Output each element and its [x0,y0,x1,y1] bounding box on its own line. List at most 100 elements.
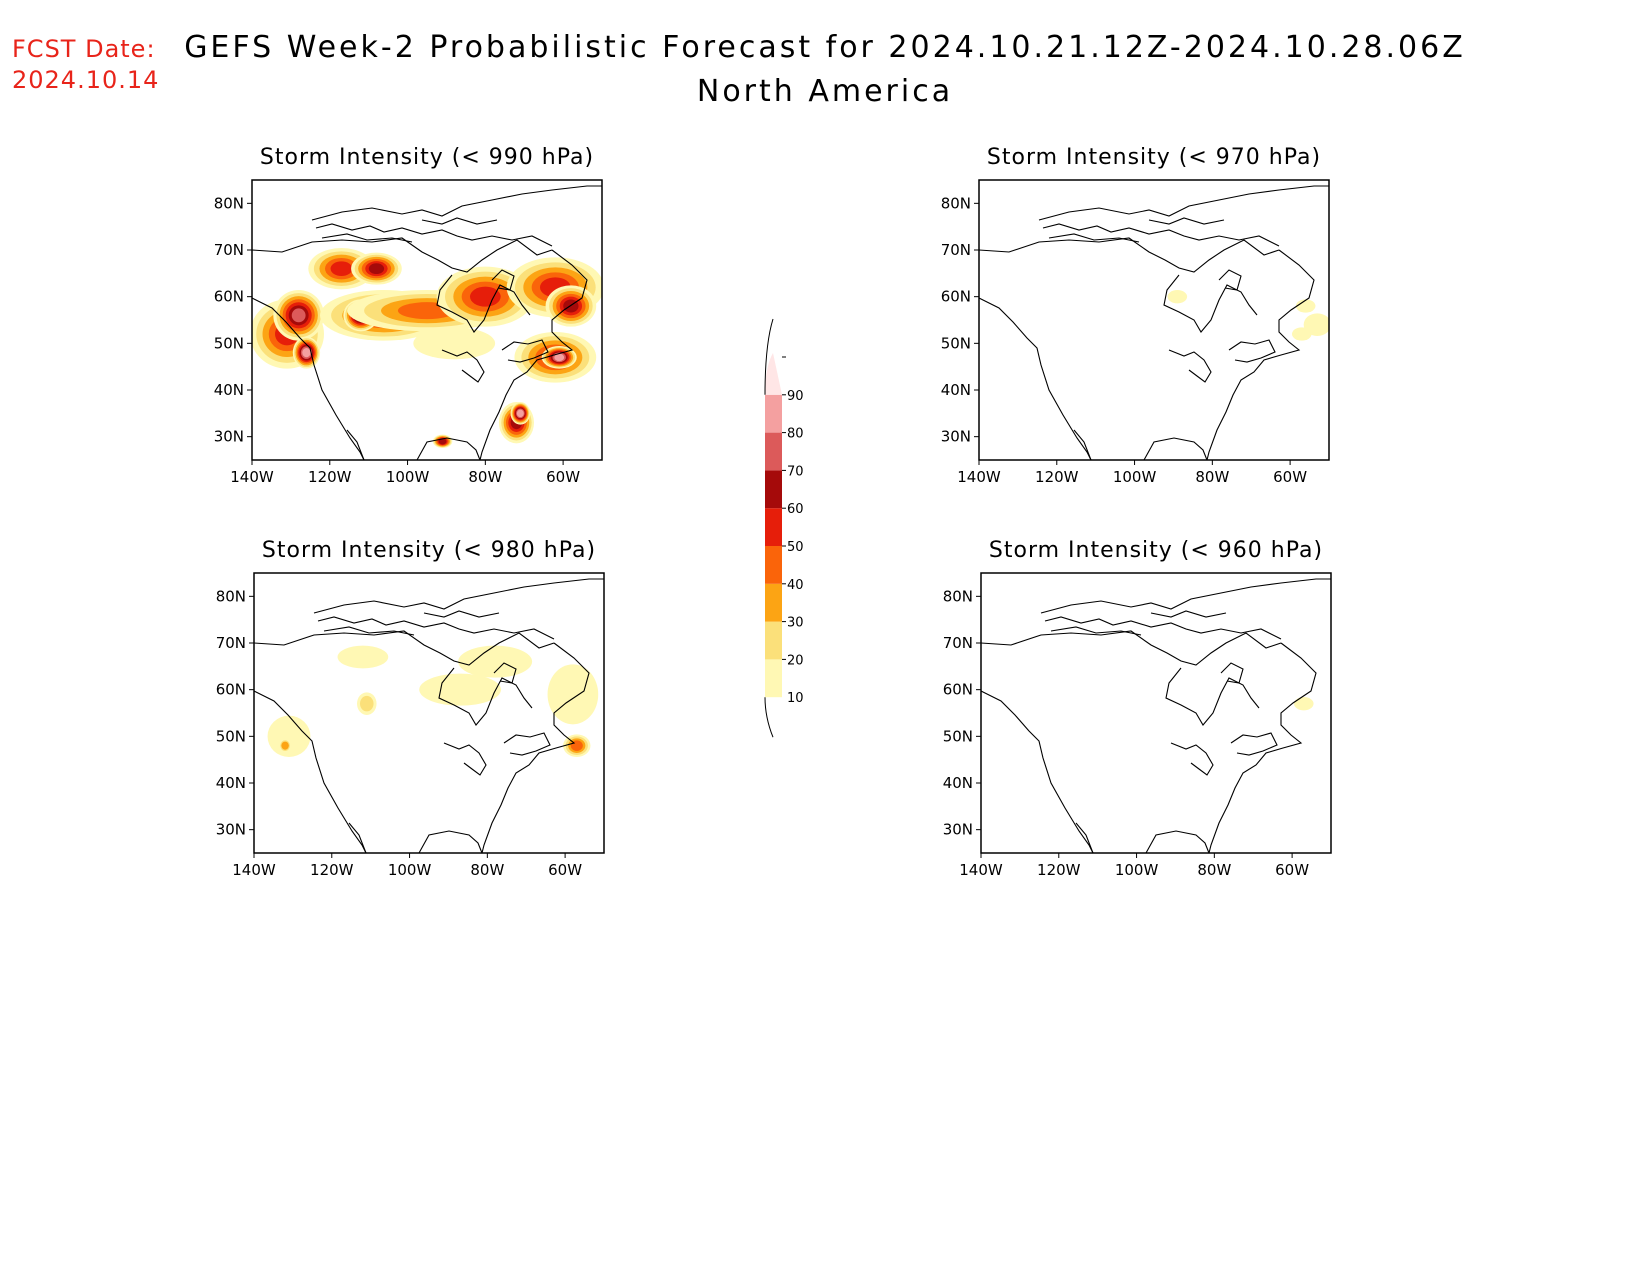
lat-tick-label: 30N [943,821,973,839]
map-svg: Storm Intensity (< 990 hPa) 30N 40N 50N 60N 7… [214,145,603,486]
lat-tick-label: 30N [941,428,971,446]
lat-tick-label: 50N [941,334,971,352]
lon-tick-label: 60W [548,861,582,879]
lon-tick-label: 120W [310,861,354,879]
panel-title: Storm Intensity (< 990 hPa) [260,145,594,170]
probability-contour [1303,313,1329,336]
coastline [1206,249,1315,461]
coastline [253,690,367,854]
probability-contour [267,715,311,757]
probability-contour [458,645,533,678]
probability-field [252,248,602,449]
coastline [980,630,1282,666]
coastline [315,223,553,247]
probability-contour [1295,299,1316,313]
lat-tick-label: 80N [214,194,244,212]
colorbar-label: 40 [787,578,804,593]
probability-contour [291,308,306,323]
lon-tick-label: 140W [230,468,274,486]
coastline [416,437,481,461]
colorbar-swatch [765,394,782,433]
probability-contour [337,645,389,669]
lat-tick-label: 70N [943,634,973,652]
panel-970: Storm Intensity (< 970 hPa) 30N 40N 50N 60N 7… [927,140,1347,500]
coastline [493,662,517,684]
coastlines [978,185,1329,461]
lon-tick-label: 60W [546,468,580,486]
coastline [311,185,602,221]
coastline [1050,626,1142,636]
colorbar-swatch [765,659,782,698]
lon-tick-label: 100W [1113,468,1157,486]
coastline [1163,274,1258,333]
colorbar-outline [764,318,774,395]
lat-tick-label: 70N [214,241,244,259]
colorbar-label: 30 [787,616,804,631]
probability-contour [516,409,524,418]
lon-tick-label: 80W [470,861,504,879]
colorbar-swatch [765,546,782,584]
lon-tick-label: 80W [468,468,502,486]
lat-tick-label: 80N [943,587,973,605]
probability-contour [368,263,385,275]
coastlines [253,578,604,854]
map-svg: Storm Intensity (< 960 hPa) 30N 40N 50N 60N 7… [943,538,1332,879]
lat-tick-label: 70N [941,241,971,259]
coastline [1228,339,1276,363]
coastline [313,578,604,614]
coastline [1148,217,1225,225]
lat-tick-label: 50N [214,334,244,352]
lon-tick-label: 120W [308,468,352,486]
probability-contour [547,664,599,725]
coastline [1040,578,1331,614]
region-subtitle: North America [696,74,954,109]
probability-field [1167,290,1329,341]
forecast-date-value: 2024.10.14 [12,66,160,94]
lat-tick-label: 60N [216,681,246,699]
coastline [1143,437,1208,461]
lon-tick-label: 60W [1275,861,1309,879]
probability-field [267,645,599,757]
map-frame [980,572,1332,854]
lat-tick-label: 40N [943,774,973,792]
lat-tick-label: 50N [943,727,973,745]
map-frame [251,179,603,461]
lon-tick-label: 120W [1035,468,1079,486]
coastline [1208,642,1317,854]
coastline [323,626,415,636]
colorbar-label: 10 [787,691,804,706]
coastline [421,217,498,225]
coastline [978,237,1280,273]
coastline [503,732,551,756]
coastline [1048,233,1140,243]
map-svg: Storm Intensity (< 970 hPa) 30N 40N 50N 60N 7… [941,145,1330,486]
colorbar-label: 90 [787,389,804,404]
coastline [491,269,515,291]
coastline [1044,616,1282,640]
colorbar: 10 20 30 40 50 60 70 80 90 [764,318,804,738]
lat-tick-label: 70N [216,634,246,652]
panel-990: Storm Intensity (< 990 hPa) 30N 40N 50N 60N 7… [200,140,620,500]
colorbar-swatch [765,583,782,622]
lon-tick-label: 80W [1197,861,1231,879]
lat-tick-label: 80N [216,587,246,605]
map-frame [978,179,1330,461]
colorbar-swatch [765,508,782,546]
coastline [251,297,365,461]
probability-contour [1167,290,1188,304]
lat-tick-label: 60N [941,288,971,306]
coastline [443,742,487,776]
lon-tick-label: 100W [388,861,432,879]
probability-contour [554,353,565,362]
coastline [317,616,555,640]
coastline [1218,269,1242,291]
panel-980: Storm Intensity (< 980 hPa) 30N 40N 50N 60N 7… [202,533,622,893]
colorbar-swatch [765,470,782,509]
lat-tick-label: 40N [941,381,971,399]
coastline [438,667,533,726]
coastline [321,233,413,243]
coastline [1150,610,1227,618]
coastline [1073,429,1092,461]
coastline [423,610,500,618]
lon-tick-label: 100W [386,468,430,486]
